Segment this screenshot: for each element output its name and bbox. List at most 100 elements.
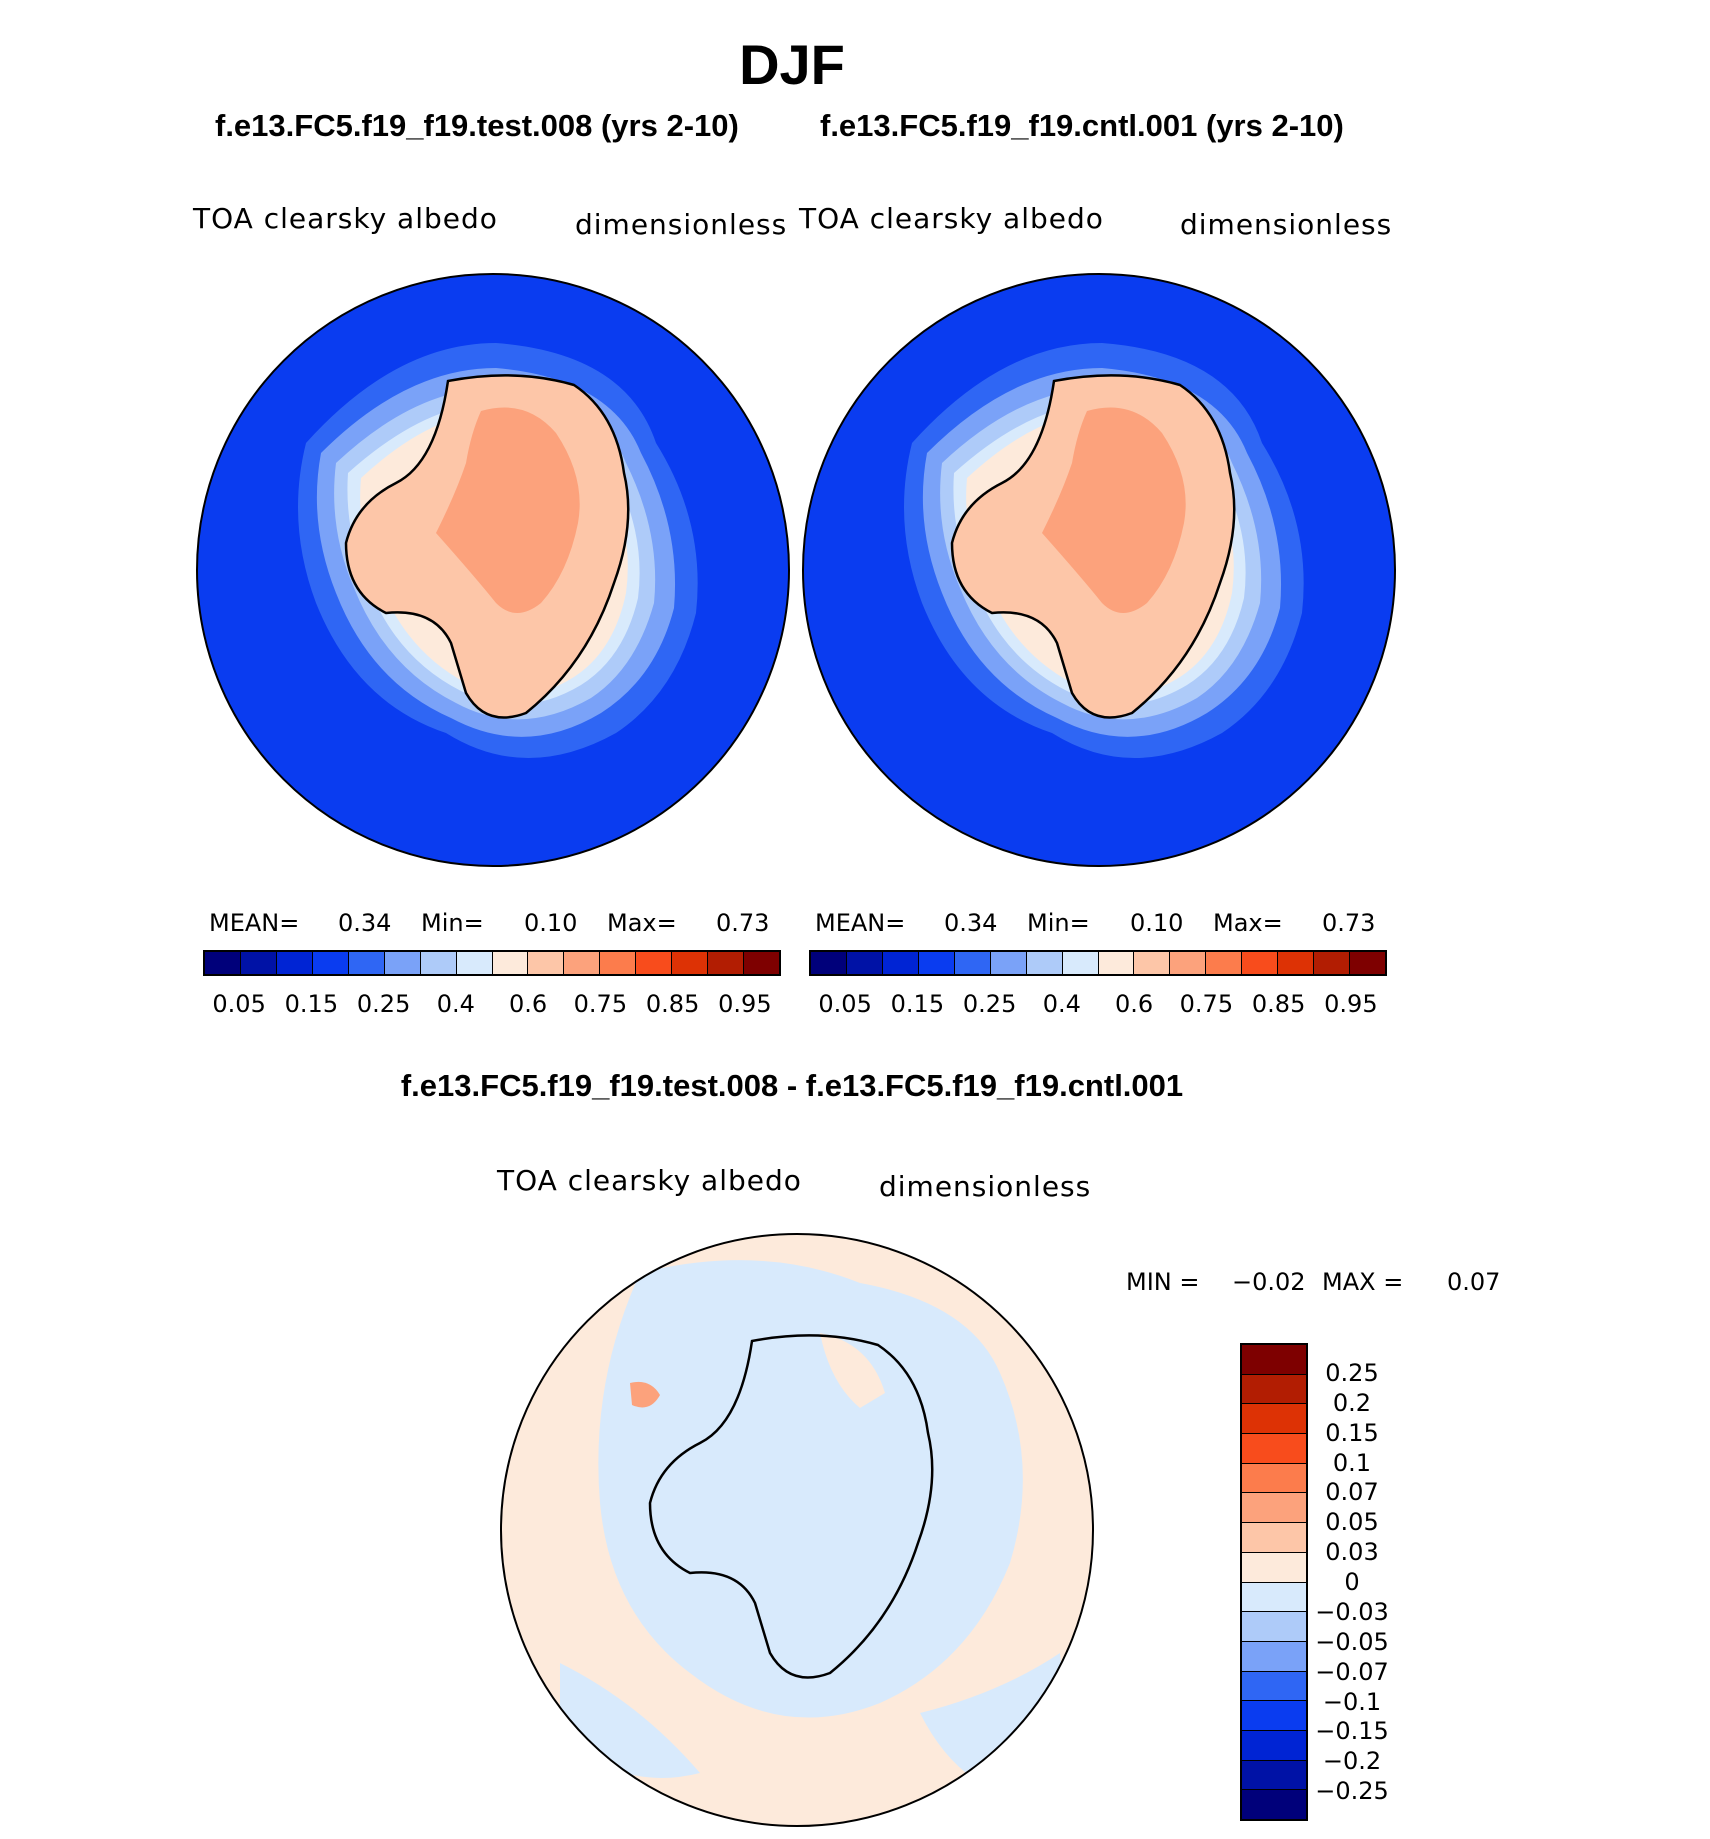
colorbar-tick-label: 0.75	[573, 990, 628, 1018]
colorbar-swatch	[240, 952, 277, 974]
colorbar-tick-label: 0	[1344, 1568, 1360, 1596]
colorbar-swatch	[1242, 1760, 1306, 1791]
colorbar-swatch	[1098, 952, 1135, 974]
colorbar-swatch	[492, 952, 529, 974]
colorbar-swatch	[1242, 1493, 1306, 1524]
diff-variable-label: TOA clearsky albedo	[497, 1164, 802, 1197]
colorbar-swatch	[564, 952, 601, 974]
colorbar-swatch	[420, 952, 457, 974]
colorbar-swatch	[276, 952, 313, 974]
panel-1-max-label: Max=	[607, 909, 677, 937]
colorbar-swatch	[600, 952, 637, 974]
colorbar-tick-label: −0.1	[1322, 1687, 1382, 1716]
colorbar-swatch	[1242, 1701, 1306, 1731]
colorbar-tick-label: 0.4	[436, 990, 475, 1018]
diff-min-value: −0.02	[1232, 1268, 1306, 1296]
colorbar-swatch	[1242, 1612, 1306, 1642]
colorbar-tick-label: 0.05	[1325, 1508, 1379, 1537]
colorbar-swatch	[744, 952, 779, 974]
colorbar-swatch	[990, 952, 1027, 974]
colorbar-tick-label: 0.85	[1251, 990, 1306, 1018]
colorbar-tick-label: −0.07	[1315, 1657, 1389, 1686]
colorbar-swatch	[636, 952, 673, 974]
colorbar-tick-label: 0.95	[718, 990, 772, 1018]
colorbar-tick-label: 0.4	[1042, 990, 1081, 1018]
colorbar-swatch	[1242, 952, 1279, 974]
colorbar-swatch	[528, 952, 565, 974]
colorbar-swatch	[1278, 952, 1315, 974]
colorbar-swatch	[1242, 1790, 1306, 1819]
colorbar-swatch	[1242, 1582, 1306, 1613]
colorbar-swatch	[1242, 1434, 1306, 1464]
figure-title: DJF	[739, 33, 845, 96]
panel-1-variable-label: TOA clearsky albedo	[193, 202, 498, 235]
colorbar-tick-label: 0.15	[1325, 1418, 1379, 1447]
panel-1-colorbar	[203, 950, 781, 976]
panel-2-polar-map	[802, 273, 1396, 867]
colorbar-swatch	[672, 952, 709, 974]
colorbar-swatch	[205, 952, 241, 974]
colorbar-tick-label: 0.25	[1325, 1358, 1379, 1387]
colorbar-swatch	[954, 952, 991, 974]
colorbar-swatch	[1062, 952, 1099, 974]
panel-2-min-value: 0.10	[1130, 909, 1184, 937]
colorbar-swatch	[1350, 952, 1385, 974]
colorbar-swatch	[456, 952, 493, 974]
diff-units-label: dimensionless	[879, 1170, 1092, 1203]
colorbar-swatch	[1242, 1404, 1306, 1435]
panel-1-case-title: f.e13.FC5.f19_f19.test.008 (yrs 2-10)	[215, 108, 739, 143]
colorbar-tick-label: 0.25	[962, 990, 1017, 1018]
panel-2-max-label: Max=	[1213, 909, 1283, 937]
colorbar-tick-label: 0.6	[509, 990, 548, 1018]
panel-1-polar-map	[196, 273, 790, 867]
colorbar-swatch	[1242, 1345, 1306, 1375]
panel-1-mean-value: 0.34	[338, 909, 392, 937]
colorbar-tick-label: 0.03	[1325, 1538, 1379, 1567]
colorbar-swatch	[312, 952, 349, 974]
panel-2-case-title: f.e13.FC5.f19_f19.cntl.001 (yrs 2-10)	[820, 108, 1344, 143]
colorbar-swatch	[384, 952, 421, 974]
colorbar-tick-label: 0.05	[818, 990, 872, 1018]
colorbar-tick-label: −0.15	[1315, 1717, 1389, 1746]
colorbar-swatch	[918, 952, 955, 974]
colorbar-swatch	[1242, 1374, 1306, 1405]
panel-2-units-label: dimensionless	[1180, 208, 1393, 241]
diff-min-label: MIN =	[1126, 1268, 1200, 1296]
diff-colorbar	[1240, 1343, 1308, 1821]
colorbar-swatch	[1242, 1641, 1306, 1672]
colorbar-swatch	[1314, 952, 1351, 974]
panel-2-max-value: 0.73	[1322, 909, 1376, 937]
diff-max-label: MAX =	[1322, 1268, 1404, 1296]
colorbar-swatch	[882, 952, 919, 974]
difference-polar-map	[500, 1233, 1094, 1827]
panel-2-min-label: Min=	[1027, 909, 1090, 937]
colorbar-swatch	[1170, 952, 1207, 974]
colorbar-tick-label: 0.25	[356, 990, 411, 1018]
colorbar-swatch	[1206, 952, 1243, 974]
colorbar-tick-label: −0.03	[1315, 1597, 1389, 1626]
colorbar-tick-label: 0.05	[212, 990, 266, 1018]
colorbar-swatch	[1242, 1671, 1306, 1702]
panel-2-variable-label: TOA clearsky albedo	[799, 202, 1104, 235]
colorbar-tick-label: 0.95	[1324, 990, 1378, 1018]
colorbar-tick-label: 0.75	[1179, 990, 1234, 1018]
colorbar-swatch	[1026, 952, 1063, 974]
colorbar-swatch	[1134, 952, 1171, 974]
panel-2-mean-value: 0.34	[944, 909, 998, 937]
colorbar-swatch	[708, 952, 745, 974]
panel-1-min-label: Min=	[421, 909, 484, 937]
colorbar-tick-label: 0.1	[1332, 1448, 1372, 1477]
colorbar-swatch	[1242, 1463, 1306, 1494]
colorbar-tick-label: 0.15	[284, 990, 339, 1018]
panel-1-max-value: 0.73	[716, 909, 770, 937]
colorbar-swatch	[846, 952, 883, 974]
colorbar-tick-label: 0.07	[1325, 1478, 1379, 1507]
colorbar-swatch	[1242, 1523, 1306, 1553]
panel-2-colorbar	[809, 950, 1387, 976]
panel-1-min-value: 0.10	[524, 909, 578, 937]
colorbar-tick-label: −0.2	[1322, 1747, 1382, 1776]
colorbar-tick-label: 0.85	[645, 990, 700, 1018]
colorbar-tick-label: 0.2	[1332, 1388, 1372, 1417]
panel-1-mean-label: MEAN=	[209, 909, 300, 937]
colorbar-tick-label: 0.15	[890, 990, 945, 1018]
